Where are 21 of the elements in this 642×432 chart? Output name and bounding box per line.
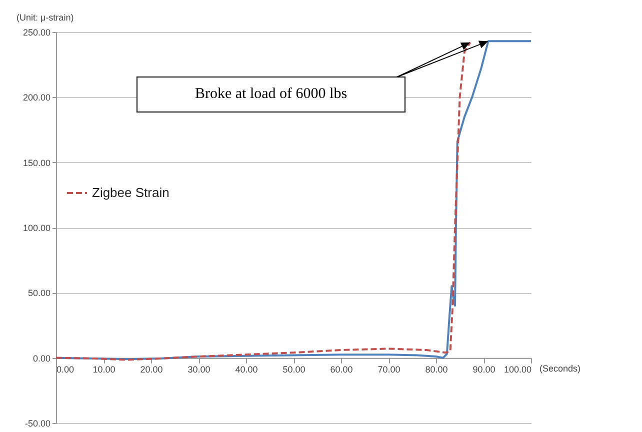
y-axis-title: (Unit: μ-strain) <box>16 12 74 22</box>
x-tick-label: 0.00 <box>56 364 74 374</box>
x-tick-label: 40.00 <box>235 364 258 374</box>
x-tick-label: 80.00 <box>425 364 448 374</box>
x-tick-label: 60.00 <box>330 364 353 374</box>
y-tick-label: 0.00 <box>32 353 50 364</box>
x-tick-label: 100.00 <box>504 364 532 374</box>
legend-label: Zigbee Strain <box>92 185 170 200</box>
x-axis-title: (Seconds) <box>540 363 581 374</box>
x-tick-label: 90.00 <box>472 364 496 374</box>
x-tick-label: 10.00 <box>92 364 116 374</box>
x-tick-label: 50.00 <box>282 364 306 374</box>
y-tick-label: 150.00 <box>22 158 50 168</box>
y-tick-label: 100.00 <box>22 223 50 233</box>
y-tick-label: 50.00 <box>28 288 50 298</box>
x-tick-label: 70.00 <box>378 364 400 374</box>
y-tick-label: 250.00 <box>22 28 50 38</box>
x-tick-label: 20.00 <box>140 364 163 374</box>
y-tick-label: -50.00 <box>24 418 50 428</box>
y-tick-label: 200.00 <box>22 92 50 103</box>
x-tick-label: 30.00 <box>188 364 210 374</box>
